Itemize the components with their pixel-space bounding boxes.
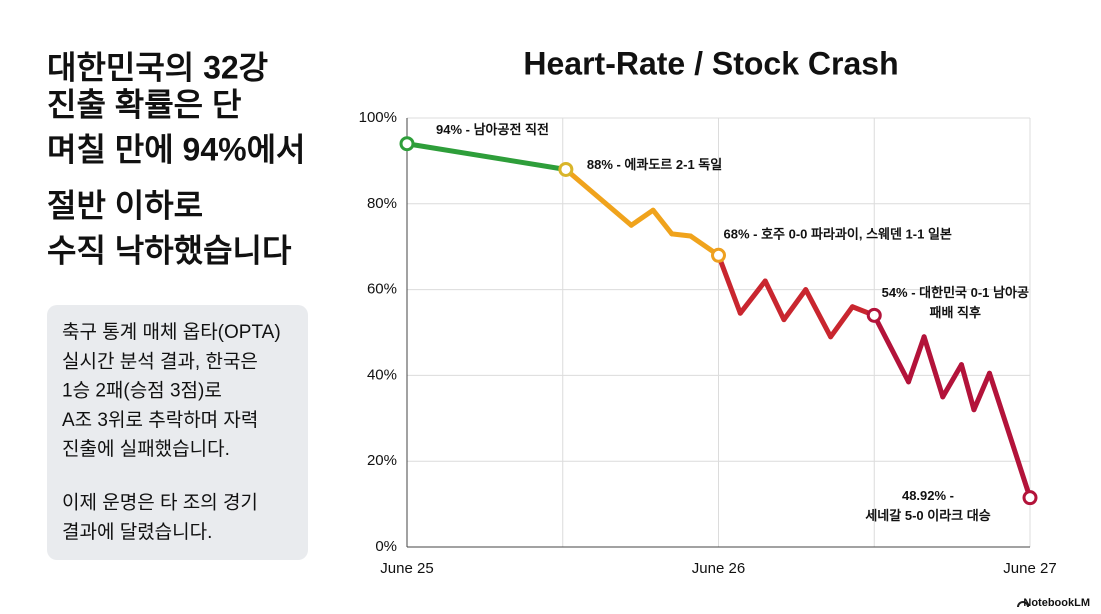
- annotation: 48.92% -: [902, 488, 954, 503]
- annotation: 68% - 호주 0-0 파라과이, 스웨덴 1-1 일본: [724, 227, 952, 242]
- line-segment: [563, 166, 634, 228]
- annotation: 94% - 남아공전 직전: [436, 122, 549, 137]
- annotation: 54% - 대한민국 0-1 남아공: [882, 285, 1029, 300]
- note-line: 이제 운명은 타 조의 경기: [62, 492, 258, 514]
- y-tick-label: 80%: [367, 195, 397, 212]
- line-segment: [971, 370, 993, 413]
- y-tick-label: 100%: [359, 109, 397, 126]
- headline-line: 대한민국의 32강: [47, 49, 268, 85]
- line-segment: [803, 287, 834, 340]
- y-tick-label: 0%: [375, 538, 397, 555]
- note-line: 축구 통계 매체 옵타(OPTA): [62, 321, 281, 343]
- headline-line: 수직 낙하했습니다: [47, 232, 292, 268]
- line-segment: [921, 334, 946, 400]
- line-segment: [781, 287, 809, 323]
- headline-line: 진출 확률은 단: [47, 86, 241, 122]
- y-tick-label: 40%: [367, 366, 397, 383]
- line-segment: [871, 312, 912, 385]
- headline-line: 며칠 만에 94%에서: [47, 131, 305, 167]
- line-segment: [650, 207, 675, 237]
- x-tick-label: June 26: [692, 560, 745, 577]
- note-box: [47, 305, 308, 560]
- line-segment: [940, 362, 964, 400]
- annotation: 세네갈 5-0 이라크 대승: [865, 508, 990, 523]
- line-segment: [958, 362, 977, 413]
- note-line: 결과에 달렸습니다.: [62, 521, 212, 543]
- line-segment: [669, 231, 693, 239]
- note-line: 진출에 실패했습니다.: [62, 438, 230, 460]
- annotation: 88% - 에콰도르 2-1 독일: [587, 157, 722, 172]
- headline-line: 절반 이하로: [47, 187, 203, 223]
- line-segment: [628, 207, 656, 228]
- x-tick-label: June 27: [1003, 560, 1056, 577]
- line-segment: [906, 334, 927, 385]
- y-tick-label: 60%: [367, 281, 397, 298]
- chart-title: Heart-Rate / Stock Crash: [523, 45, 898, 81]
- key-point: [866, 307, 882, 323]
- key-point: [1022, 490, 1038, 506]
- annotation: 패배 직후: [930, 305, 981, 320]
- note-line: 1승 2패(승점 3점)로: [62, 380, 222, 402]
- x-tick-label: June 25: [380, 560, 433, 577]
- note-line: A조 3위로 추락하며 자력: [62, 409, 258, 431]
- y-tick-label: 20%: [367, 452, 397, 469]
- footer-brand: NotebookLM: [1023, 597, 1090, 609]
- line-segment: [828, 304, 855, 340]
- key-point: [558, 161, 574, 177]
- line-segment: [404, 141, 569, 172]
- key-point: [711, 247, 726, 263]
- line-segment: [737, 278, 768, 316]
- note-line: 실시간 분석 결과, 한국은: [62, 350, 258, 372]
- line-segment: [987, 370, 1033, 501]
- line-segment: [762, 278, 787, 323]
- key-point: [399, 136, 415, 152]
- line-segment: [716, 252, 743, 316]
- brand-icon: [1017, 601, 1029, 608]
